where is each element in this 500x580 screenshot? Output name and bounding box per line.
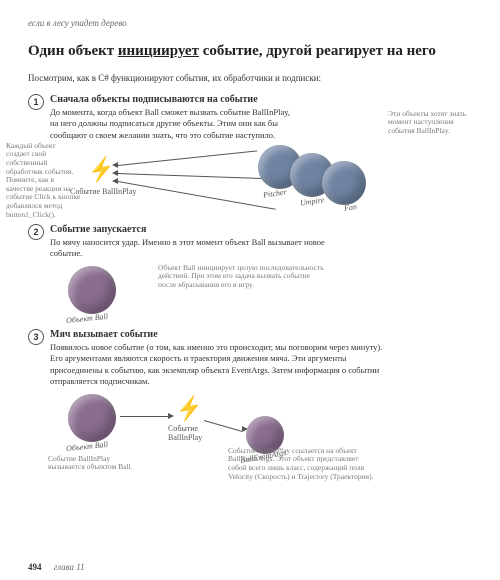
step-number: 2 [28, 224, 44, 240]
step-text: До момента, когда объект Ball сможет выз… [50, 107, 300, 141]
ball-label: Объект Ball [66, 439, 109, 452]
page-title: Один объект инициирует событие, другой р… [28, 42, 476, 62]
bolt-icon: ⚡ [174, 393, 206, 423]
chapter-label: глава 11 [54, 562, 85, 572]
umpire-label: Umpire [299, 195, 324, 207]
step-number: 1 [28, 94, 44, 110]
arrow-head-icon [112, 162, 118, 168]
fan-label: Fan [343, 202, 357, 213]
intro-text: Посмотрим, как в C# функционируют событи… [28, 72, 476, 84]
arrow-line [118, 173, 268, 179]
footer: 494 глава 11 [28, 562, 85, 572]
step-1: 1 Сначала объекты подписываются на событ… [28, 94, 476, 214]
step-2: 2 Событие запускается По мячу наносится … [28, 224, 476, 319]
step-heading: Мяч вызывает событие [50, 329, 476, 340]
ball-object [68, 266, 116, 314]
handwritten-note: Событие BallInPlay ссылается на объект B… [228, 447, 378, 482]
arrow-head-icon [168, 413, 174, 419]
handwritten-note: Каждый объект создает свой собственный о… [6, 142, 81, 220]
page: если в лесу упадет дерево Один объект ин… [0, 0, 500, 580]
step-text: По мячу наносится удар. Именно в этот мо… [50, 237, 350, 260]
arrow-head-icon [112, 170, 118, 176]
arrow-line [204, 420, 243, 432]
step-3: 3 Мяч вызывает событие Появилось новое с… [28, 329, 476, 479]
arrow-line [120, 416, 170, 417]
arrow-line [118, 150, 257, 166]
title-part2: событие, другой реагирует на него [199, 43, 436, 59]
step-text: Появилось новое событие (о том, как имен… [50, 342, 390, 388]
step-heading: Событие запускается [50, 224, 476, 235]
arrow-head-icon [112, 178, 118, 184]
title-underlined: инициирует [118, 43, 199, 59]
step-number: 3 [28, 329, 44, 345]
step-heading: Сначала объекты подписываются на событие [50, 94, 476, 105]
running-head: если в лесу упадет дерево [28, 18, 476, 28]
event-label: СобытиеBallInPlay [168, 424, 202, 442]
ball-object [68, 394, 116, 442]
handwritten-note: Эти объекты хотят знать момент наступлен… [388, 110, 468, 136]
handwritten-note: Объект Ball инициирует целую последовате… [158, 264, 328, 290]
arrow-line [118, 181, 276, 210]
handwritten-note: Событие BallInPlay вызывается объектом B… [48, 455, 148, 472]
title-part1: Один объект [28, 43, 118, 59]
ball-label: Объект Ball [66, 311, 109, 324]
page-number: 494 [28, 562, 42, 572]
pitcher-label: Pitcher [262, 187, 287, 199]
fan-ball [322, 161, 366, 205]
diagram-1: ⚡ Событие BallInPlay Pitcher Umpire Fan [28, 147, 476, 217]
